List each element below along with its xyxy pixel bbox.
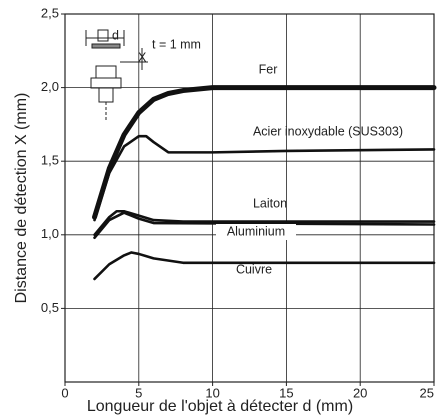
series-label: Laiton bbox=[253, 196, 287, 210]
diagram-label: d bbox=[112, 28, 119, 42]
series-line bbox=[93, 134, 436, 222]
series-label: Acier inoxydable (SUS303) bbox=[253, 124, 403, 138]
series-label: Aluminium bbox=[227, 224, 285, 238]
diagram-label: t = 1 mm bbox=[152, 37, 201, 51]
diagram-label: X bbox=[138, 50, 147, 64]
sensor-diagram bbox=[85, 29, 148, 120]
y-axis-label: Distance de détection X (mm) bbox=[13, 93, 30, 304]
series-line bbox=[93, 209, 436, 237]
y-tick-label: 1,5 bbox=[41, 153, 59, 168]
series-line bbox=[92, 85, 437, 220]
y-tick-label: 2,0 bbox=[41, 79, 59, 94]
x-axis-label: Longueur de l'objet à détecter d (mm) bbox=[87, 398, 353, 415]
x-tick-label: 0 bbox=[61, 385, 68, 400]
x-tick-label: 15 bbox=[279, 385, 293, 400]
series-label: Cuivre bbox=[236, 262, 272, 276]
series-label: Fer bbox=[259, 62, 278, 76]
series-line bbox=[93, 251, 436, 281]
y-tick-label: 0,5 bbox=[41, 300, 59, 315]
x-tick-label: 20 bbox=[353, 385, 367, 400]
label-bg bbox=[216, 224, 296, 240]
series-line bbox=[93, 211, 436, 240]
y-tick-label: 2,5 bbox=[41, 5, 59, 20]
x-tick-label: 25 bbox=[420, 385, 434, 400]
plot-frame bbox=[64, 13, 435, 383]
x-tick-label: 5 bbox=[135, 385, 142, 400]
x-tick-label: 10 bbox=[205, 385, 219, 400]
y-tick-label: 1,0 bbox=[41, 226, 59, 241]
